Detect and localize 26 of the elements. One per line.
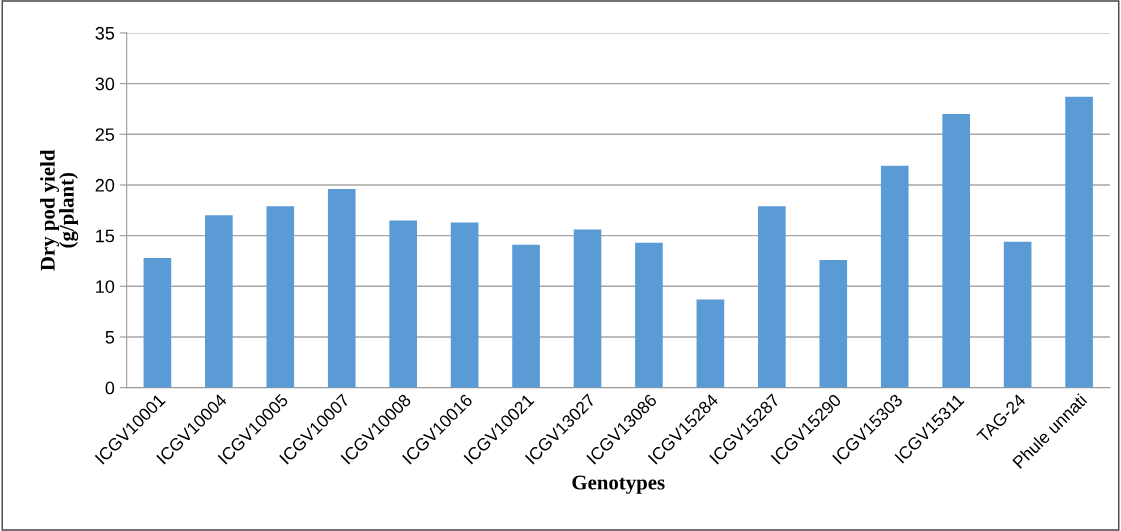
y-tick-label: 0 — [105, 381, 115, 395]
y-tick-label: 30 — [95, 77, 115, 91]
bar — [942, 114, 970, 388]
y-tick-label: 20 — [95, 178, 115, 192]
bar — [327, 188, 356, 388]
bar — [758, 206, 786, 388]
y-tick-label: 15 — [96, 229, 115, 243]
y-axis-title: Dry pod yield (g/plant) — [40, 149, 79, 271]
bar — [1065, 96, 1093, 388]
bar — [696, 299, 725, 388]
y-tick-label: 25 — [95, 128, 115, 141]
y-tick-label: 10 — [96, 280, 115, 293]
x-axis-title: Genotypes — [572, 475, 665, 494]
bar — [389, 220, 417, 388]
y-tick-label: 35 — [95, 26, 115, 40]
bar — [635, 242, 663, 388]
bar — [450, 222, 479, 388]
bar — [266, 206, 295, 388]
y-tick-label: 5 — [105, 331, 115, 344]
bar — [1003, 241, 1032, 388]
bar — [880, 165, 909, 388]
bar — [143, 257, 172, 388]
bar — [512, 244, 540, 388]
bar — [205, 215, 233, 388]
bar — [573, 229, 602, 388]
bar — [819, 259, 848, 388]
